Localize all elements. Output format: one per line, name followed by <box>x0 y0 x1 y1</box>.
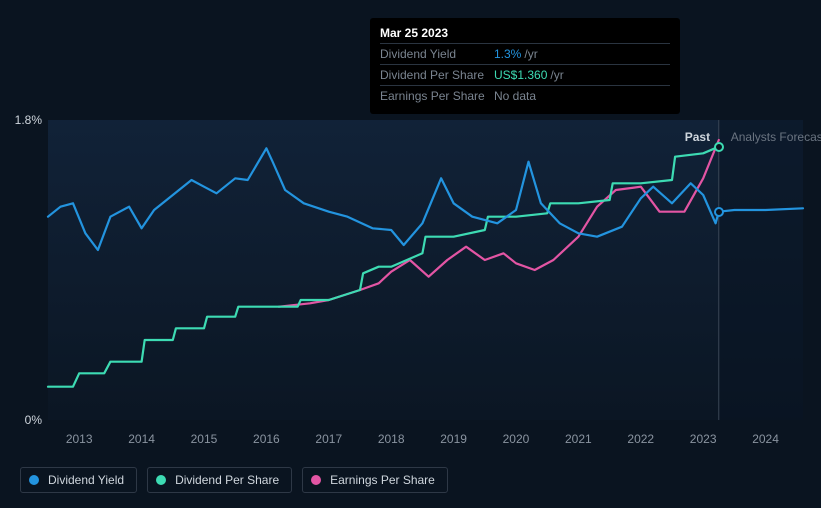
dividend-chart: 1.8% 0% Past Analysts Forecast 201320142… <box>0 0 821 508</box>
series-marker-dot <box>714 142 724 152</box>
plot-area[interactable]: 1.8% 0% Past Analysts Forecast <box>48 120 803 420</box>
x-axis-tick: 2021 <box>565 432 592 446</box>
x-axis-tick: 2024 <box>752 432 779 446</box>
x-axis-tick: 2016 <box>253 432 280 446</box>
legend-item-earnings-per-share[interactable]: Earnings Per Share <box>302 467 448 493</box>
x-axis: 2013 2014 2015 2016 2017 2018 2019 2020 2021 2022… <box>48 432 803 448</box>
tooltip-row-label: Earnings Per Share <box>380 89 494 103</box>
tooltip-row: Dividend Yield1.3%/yr <box>380 43 670 64</box>
tooltip-row: Earnings Per ShareNo data <box>380 85 670 106</box>
analysts-forecast-label: Analysts Forecast <box>731 130 821 144</box>
past-label: Past <box>685 130 710 144</box>
legend-label: Earnings Per Share <box>330 473 435 487</box>
tooltip-row-value: No data <box>494 89 536 103</box>
legend-label: Dividend Per Share <box>175 473 279 487</box>
x-axis-tick: 2022 <box>627 432 654 446</box>
x-axis-tick: 2014 <box>128 432 155 446</box>
x-axis-tick: 2019 <box>440 432 467 446</box>
x-axis-tick: 2018 <box>378 432 405 446</box>
tooltip-date: Mar 25 2023 <box>380 26 670 43</box>
chart-lines <box>48 120 803 420</box>
legend-item-dividend-per-share[interactable]: Dividend Per Share <box>147 467 292 493</box>
legend-item-dividend-yield[interactable]: Dividend Yield <box>20 467 137 493</box>
legend-dot-icon <box>311 475 321 485</box>
tooltip-row-value: US$1.360 <box>494 68 547 82</box>
y-axis-label-min: 0% <box>25 413 42 427</box>
x-axis-tick: 2020 <box>503 432 530 446</box>
legend-dot-icon <box>156 475 166 485</box>
tooltip-row-label: Dividend Yield <box>380 47 494 61</box>
tooltip-row-unit: /yr <box>524 47 537 61</box>
chart-legend: Dividend Yield Dividend Per Share Earnin… <box>20 467 448 493</box>
tooltip-row-value: 1.3% <box>494 47 521 61</box>
x-axis-tick: 2017 <box>315 432 342 446</box>
legend-label: Dividend Yield <box>48 473 124 487</box>
series-marker-dot <box>714 207 724 217</box>
x-axis-tick: 2013 <box>66 432 93 446</box>
x-axis-tick: 2023 <box>690 432 717 446</box>
legend-dot-icon <box>29 475 39 485</box>
tooltip-row: Dividend Per ShareUS$1.360/yr <box>380 64 670 85</box>
y-axis-label-max: 1.8% <box>15 113 42 127</box>
chart-tooltip: Mar 25 2023 Dividend Yield1.3%/yrDividen… <box>370 18 680 114</box>
tooltip-row-unit: /yr <box>550 68 563 82</box>
tooltip-row-label: Dividend Per Share <box>380 68 494 82</box>
x-axis-tick: 2015 <box>191 432 218 446</box>
